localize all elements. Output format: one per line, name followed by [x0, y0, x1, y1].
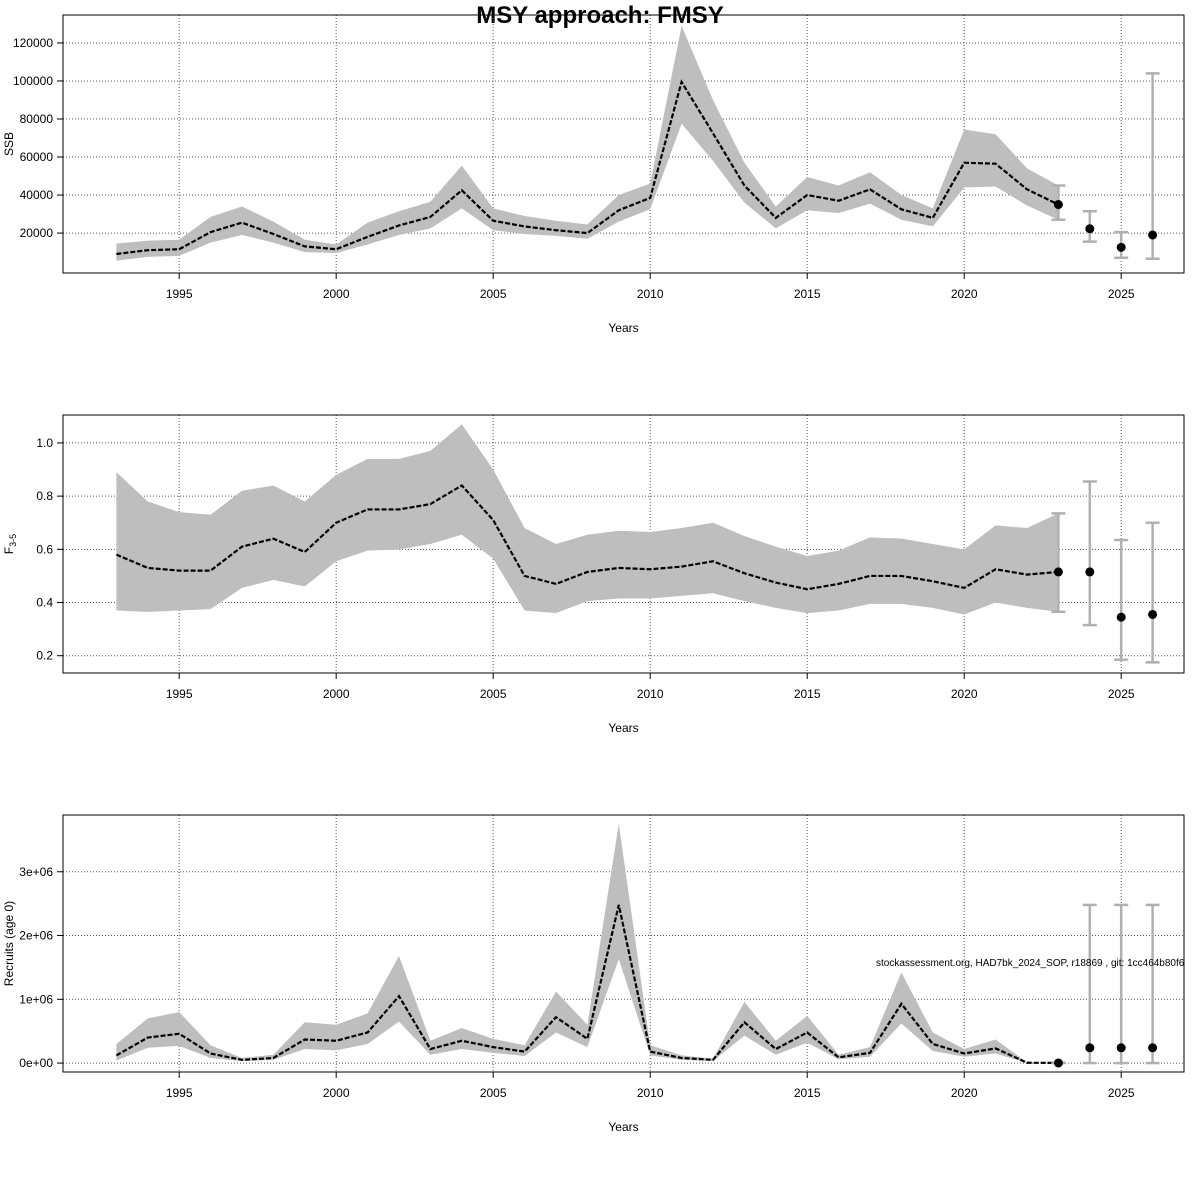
x-axis-label: Years — [608, 321, 638, 335]
footer-note: stockassessment.org, HAD7bk_2024_SOP, r1… — [876, 958, 1185, 969]
y-tick-label: 60000 — [20, 150, 54, 164]
y-tick-label: 0.4 — [36, 596, 53, 610]
y-tick-label: 40000 — [20, 188, 54, 202]
panel-1: 1995 2000 2005 2010 2015 2020 2025 20000 40000 60… — [2, 14, 1185, 335]
x-tick-label: 2015 — [794, 287, 821, 301]
x-tick-label: 2025 — [1108, 1086, 1135, 1100]
estimate-line — [116, 79, 1059, 256]
confidence-band — [116, 823, 1059, 1064]
x-tick-label: 2010 — [637, 287, 664, 301]
y-axis-label-subscript: 3-5 — [8, 534, 18, 547]
estimate-line — [115, 904, 1059, 1065]
y-tick-label: 120000 — [13, 36, 53, 50]
x-tick-label: 2000 — [323, 1086, 350, 1100]
x-tick-label: 2020 — [951, 1086, 978, 1100]
forecast-point — [1148, 1043, 1158, 1053]
panel-2: 1995 2000 2005 2010 2015 2020 2025 0.2 0.4 0.6 0.8… — [2, 414, 1185, 735]
forecast-point — [1085, 567, 1095, 577]
x-tick-label: 2015 — [794, 687, 821, 701]
x-tick-label: 1995 — [166, 1086, 193, 1100]
y-tick-label: 1e+06 — [19, 992, 53, 1006]
x-axis-label: Years — [608, 1120, 638, 1134]
x-tick-label: 2005 — [480, 1086, 507, 1100]
x-tick-label: 2000 — [323, 287, 350, 301]
y-tick-label: 0e+00 — [19, 1056, 53, 1070]
y-tick-label: 20000 — [20, 226, 54, 240]
y-axis-label: Recruits (age 0) — [2, 901, 16, 986]
estimate-line — [115, 484, 1059, 591]
forecast-point — [1116, 612, 1126, 622]
y-tick-label: 2e+06 — [19, 929, 53, 943]
x-tick-label: 2005 — [480, 687, 507, 701]
x-tick-label: 2015 — [794, 1086, 821, 1100]
plot-frame — [62, 14, 1185, 274]
y-tick-label: 0.2 — [36, 649, 53, 663]
x-tick-label: 2020 — [951, 287, 978, 301]
x-tick-label: 2020 — [951, 687, 978, 701]
y-axis-label: F3-5 — [2, 534, 18, 554]
x-tick-label: 2025 — [1108, 687, 1135, 701]
forecast-point — [1053, 567, 1063, 577]
forecast-point — [1053, 1058, 1063, 1068]
x-tick-label: 2010 — [637, 1086, 664, 1100]
y-tick-label: 0.8 — [36, 489, 53, 503]
y-tick-label: 80000 — [20, 112, 54, 126]
x-tick-label: 1995 — [166, 687, 193, 701]
y-axis-label: SSB — [2, 132, 16, 156]
forecast-point — [1148, 230, 1158, 240]
y-tick-label: 3e+06 — [19, 865, 53, 879]
panel-3: 1995 2000 2005 2010 2015 2020 2025 0e+00 1e+06 2e… — [2, 814, 1185, 1134]
x-tick-label: 1995 — [166, 287, 193, 301]
forecast-point — [1085, 1043, 1095, 1053]
plot-frame — [62, 814, 1185, 1073]
plot-frame — [62, 414, 1185, 674]
x-tick-label: 2000 — [323, 687, 350, 701]
x-tick-label: 2025 — [1108, 287, 1135, 301]
x-tick-label: 2010 — [637, 687, 664, 701]
forecast-point — [1053, 200, 1063, 210]
y-tick-label: 0.6 — [36, 542, 53, 556]
y-tick-label: 1.0 — [36, 436, 53, 450]
x-axis-label: Years — [608, 721, 638, 735]
x-tick-label: 2005 — [480, 287, 507, 301]
forecast-point — [1148, 609, 1158, 619]
y-tick-label: 100000 — [13, 74, 53, 88]
confidence-band — [116, 25, 1059, 261]
forecast-point — [1116, 1043, 1126, 1053]
confidence-band — [116, 424, 1059, 615]
forecast-point — [1116, 242, 1126, 252]
forecast-point — [1085, 224, 1095, 234]
